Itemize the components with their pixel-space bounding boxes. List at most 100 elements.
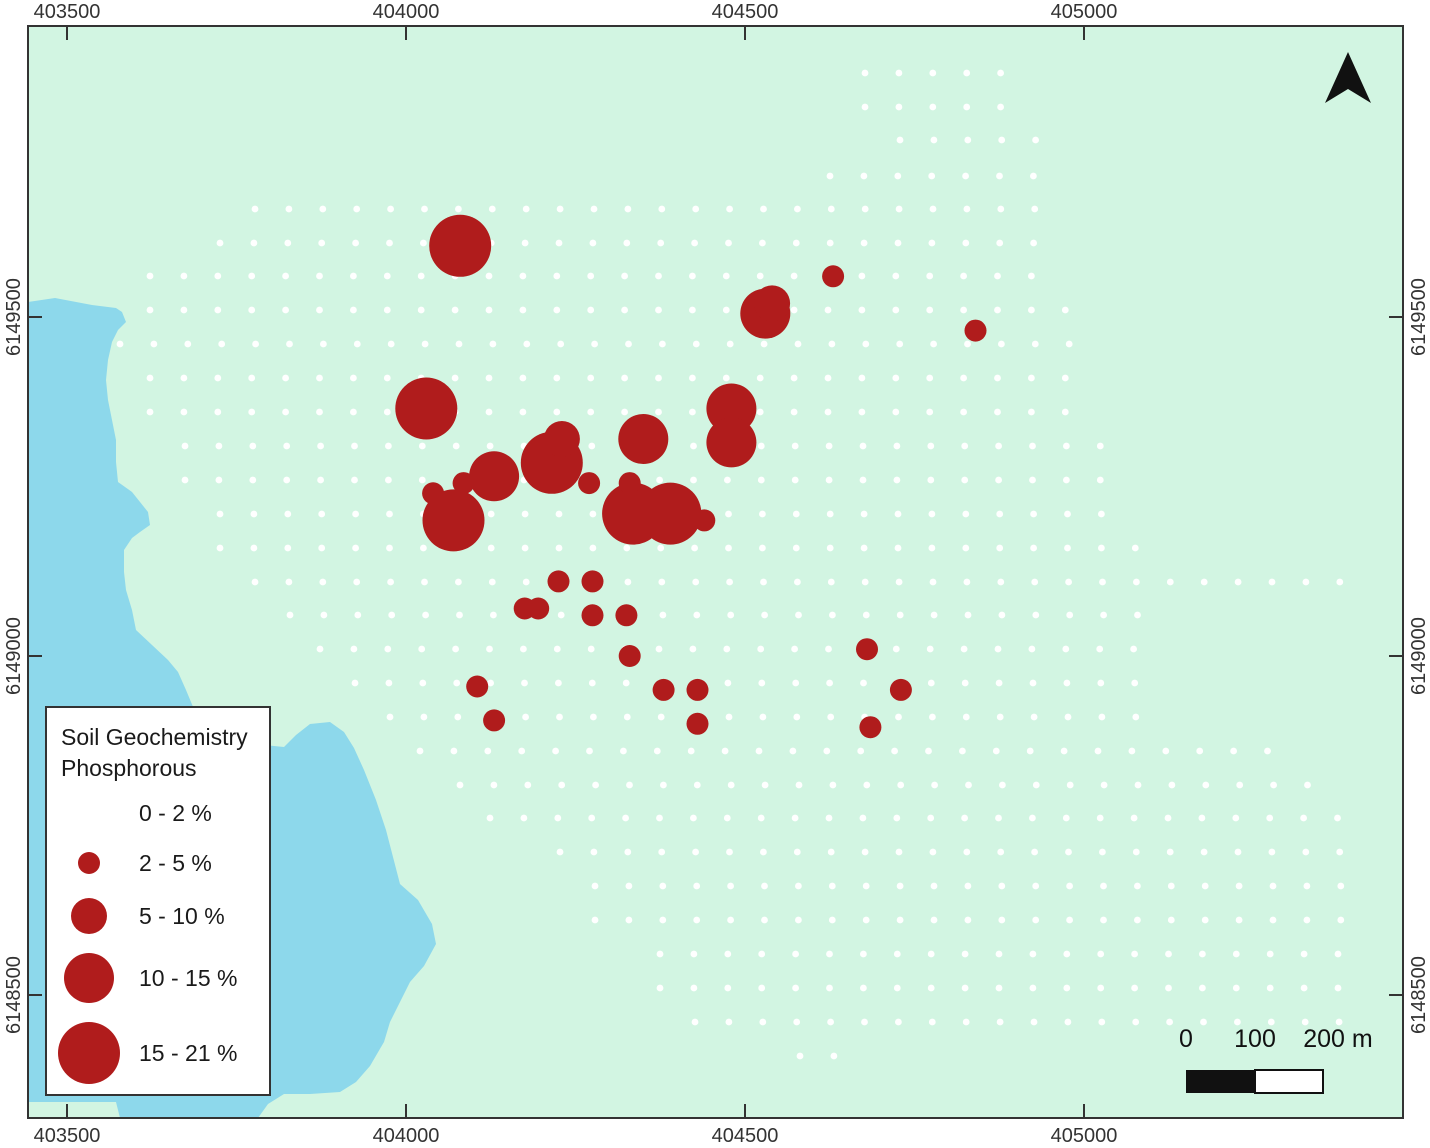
- sample-point: [760, 205, 767, 213]
- sample-point: [896, 136, 904, 144]
- sample-point: [251, 578, 259, 586]
- sample-point: [928, 510, 936, 518]
- sample-point: [858, 272, 866, 280]
- sample-point: [1304, 781, 1311, 789]
- sample-point: [792, 510, 800, 518]
- sample-point: [181, 442, 189, 450]
- sample-point: [790, 408, 798, 416]
- sample-point: [724, 984, 732, 992]
- sample-point: [963, 69, 971, 77]
- sample-point: [1132, 848, 1140, 856]
- sample-point: [759, 713, 767, 721]
- sample-point: [693, 611, 701, 619]
- sample-point: [725, 239, 732, 247]
- sample-point: [927, 984, 935, 992]
- sample-point: [1234, 578, 1242, 586]
- phosphorous-symbol: [615, 604, 638, 627]
- sample-point: [721, 747, 729, 755]
- sample-point: [962, 1018, 970, 1026]
- sample-point: [1130, 645, 1137, 653]
- sample-point: [655, 272, 662, 280]
- phosphorous-symbol: [822, 265, 845, 288]
- phosphorous-symbol: [686, 712, 709, 735]
- sample-point: [521, 510, 529, 518]
- sample-point: [1100, 611, 1107, 619]
- sample-point: [961, 442, 969, 450]
- sample-point: [861, 578, 869, 586]
- sample-point: [591, 340, 598, 348]
- sample-point: [587, 272, 595, 280]
- sample-point: [486, 645, 493, 653]
- sample-point: [996, 713, 1004, 721]
- sample-point: [893, 442, 901, 450]
- sample-point: [286, 611, 294, 619]
- sample-point: [452, 645, 459, 653]
- sample-point: [930, 916, 938, 924]
- sample-point: [658, 205, 666, 213]
- sample-point: [961, 679, 969, 687]
- sample-point: [180, 272, 188, 280]
- sample-point: [791, 645, 798, 653]
- sample-point: [419, 679, 427, 687]
- x-tick-label-bottom: 405000: [1051, 1125, 1118, 1147]
- phosphorous-symbol: [422, 482, 445, 505]
- sample-point: [1134, 611, 1141, 619]
- sample-point: [1264, 747, 1271, 755]
- sample-point: [589, 239, 597, 247]
- sample-point: [795, 882, 802, 890]
- sample-point: [249, 476, 257, 484]
- sample-point: [1130, 814, 1138, 822]
- sample-point: [282, 408, 289, 416]
- sample-point: [826, 679, 833, 687]
- sample-point: [862, 882, 870, 890]
- sample-point: [995, 950, 1003, 958]
- sample-point: [454, 713, 462, 721]
- sample-point: [316, 272, 323, 280]
- sample-point: [486, 814, 494, 822]
- phosphorous-symbol: [469, 451, 520, 502]
- sample-point: [146, 408, 154, 416]
- sample-point: [385, 679, 393, 687]
- sample-point: [1196, 747, 1204, 755]
- sample-point: [725, 544, 732, 552]
- sample-point: [386, 544, 393, 552]
- sample-point: [893, 476, 901, 484]
- sample-point: [692, 578, 700, 586]
- sample-point: [793, 848, 801, 856]
- phosphorous-symbol: [639, 482, 702, 545]
- sample-point: [1134, 781, 1142, 789]
- sample-point: [826, 510, 834, 518]
- phosphorous-symbol: [618, 472, 641, 495]
- sample-point: [420, 713, 428, 721]
- sample-point: [1165, 950, 1172, 958]
- sample-point: [558, 781, 566, 789]
- sample-point: [692, 340, 700, 348]
- sample-point: [659, 340, 666, 348]
- sample-point: [248, 374, 256, 382]
- sample-point: [519, 306, 527, 314]
- sample-point: [897, 781, 905, 789]
- sample-point: [318, 239, 326, 247]
- sample-point: [248, 306, 256, 314]
- sample-point: [761, 781, 769, 789]
- sample-point: [316, 408, 323, 416]
- sample-point: [146, 272, 154, 280]
- sample-point: [1199, 984, 1206, 992]
- sample-point: [521, 544, 529, 552]
- sample-point: [621, 408, 628, 416]
- sample-point: [1335, 1018, 1343, 1026]
- sample-point: [893, 950, 901, 958]
- sample-point: [757, 476, 765, 484]
- sample-point: [859, 442, 867, 450]
- sample-point: [1201, 882, 1209, 890]
- sample-point: [758, 950, 766, 958]
- sample-point: [862, 611, 870, 619]
- sample-point: [757, 645, 765, 653]
- sample-point: [1100, 882, 1107, 890]
- sample-point: [998, 611, 1006, 619]
- sample-point: [997, 578, 1005, 586]
- sample-point: [994, 374, 1001, 382]
- sample-point: [659, 611, 667, 619]
- sample-point: [690, 476, 697, 484]
- sample-point: [251, 205, 259, 213]
